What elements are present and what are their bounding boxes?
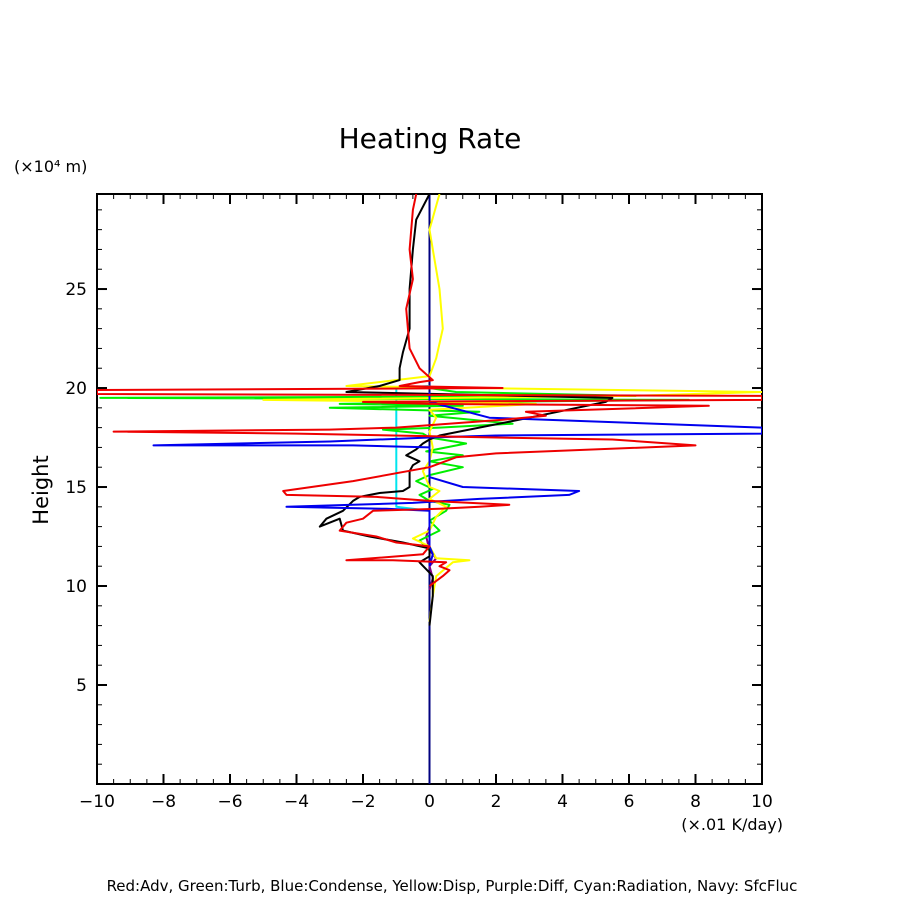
x-tick-label: 4 xyxy=(557,792,568,812)
series-line-green xyxy=(99,387,690,552)
x-tick-label: −6 xyxy=(217,792,242,812)
x-tick-label: −2 xyxy=(350,792,375,812)
series-line-blue xyxy=(152,392,762,567)
y-tick-labels: 5 10 15 20 25 xyxy=(65,280,87,696)
y-tick-label: 15 xyxy=(65,478,87,498)
major-ticks xyxy=(96,194,763,784)
y-tick-label: 5 xyxy=(76,676,87,696)
series-line-red xyxy=(97,194,762,587)
x-tick-label: 2 xyxy=(491,792,502,812)
x-tick-label: 6 xyxy=(624,792,635,812)
x-tick-label: 0 xyxy=(424,792,435,812)
x-tick-label: −4 xyxy=(284,792,309,812)
series-legend: Red:Adv, Green:Turb, Blue:Condense, Yell… xyxy=(107,877,798,895)
y-unit-label: (×10⁴ m) xyxy=(14,157,87,176)
x-tick-labels: −10 −8 −6 −4 −2 0 2 4 6 8 10 xyxy=(79,792,773,812)
series-layer xyxy=(97,194,762,784)
x-tick-label: 10 xyxy=(751,792,773,812)
x-tick-label: −10 xyxy=(79,792,115,812)
chart-title: Heating Rate xyxy=(339,122,522,155)
x-tick-label: −8 xyxy=(151,792,176,812)
y-tick-label: 20 xyxy=(65,379,87,399)
y-axis-label: Height xyxy=(29,455,53,524)
x-unit-label: (×.01 K/day) xyxy=(681,815,783,834)
x-tick-label: 8 xyxy=(690,792,701,812)
y-tick-label: 10 xyxy=(65,577,87,597)
y-tick-label: 25 xyxy=(65,280,87,300)
plot-area xyxy=(96,193,763,785)
